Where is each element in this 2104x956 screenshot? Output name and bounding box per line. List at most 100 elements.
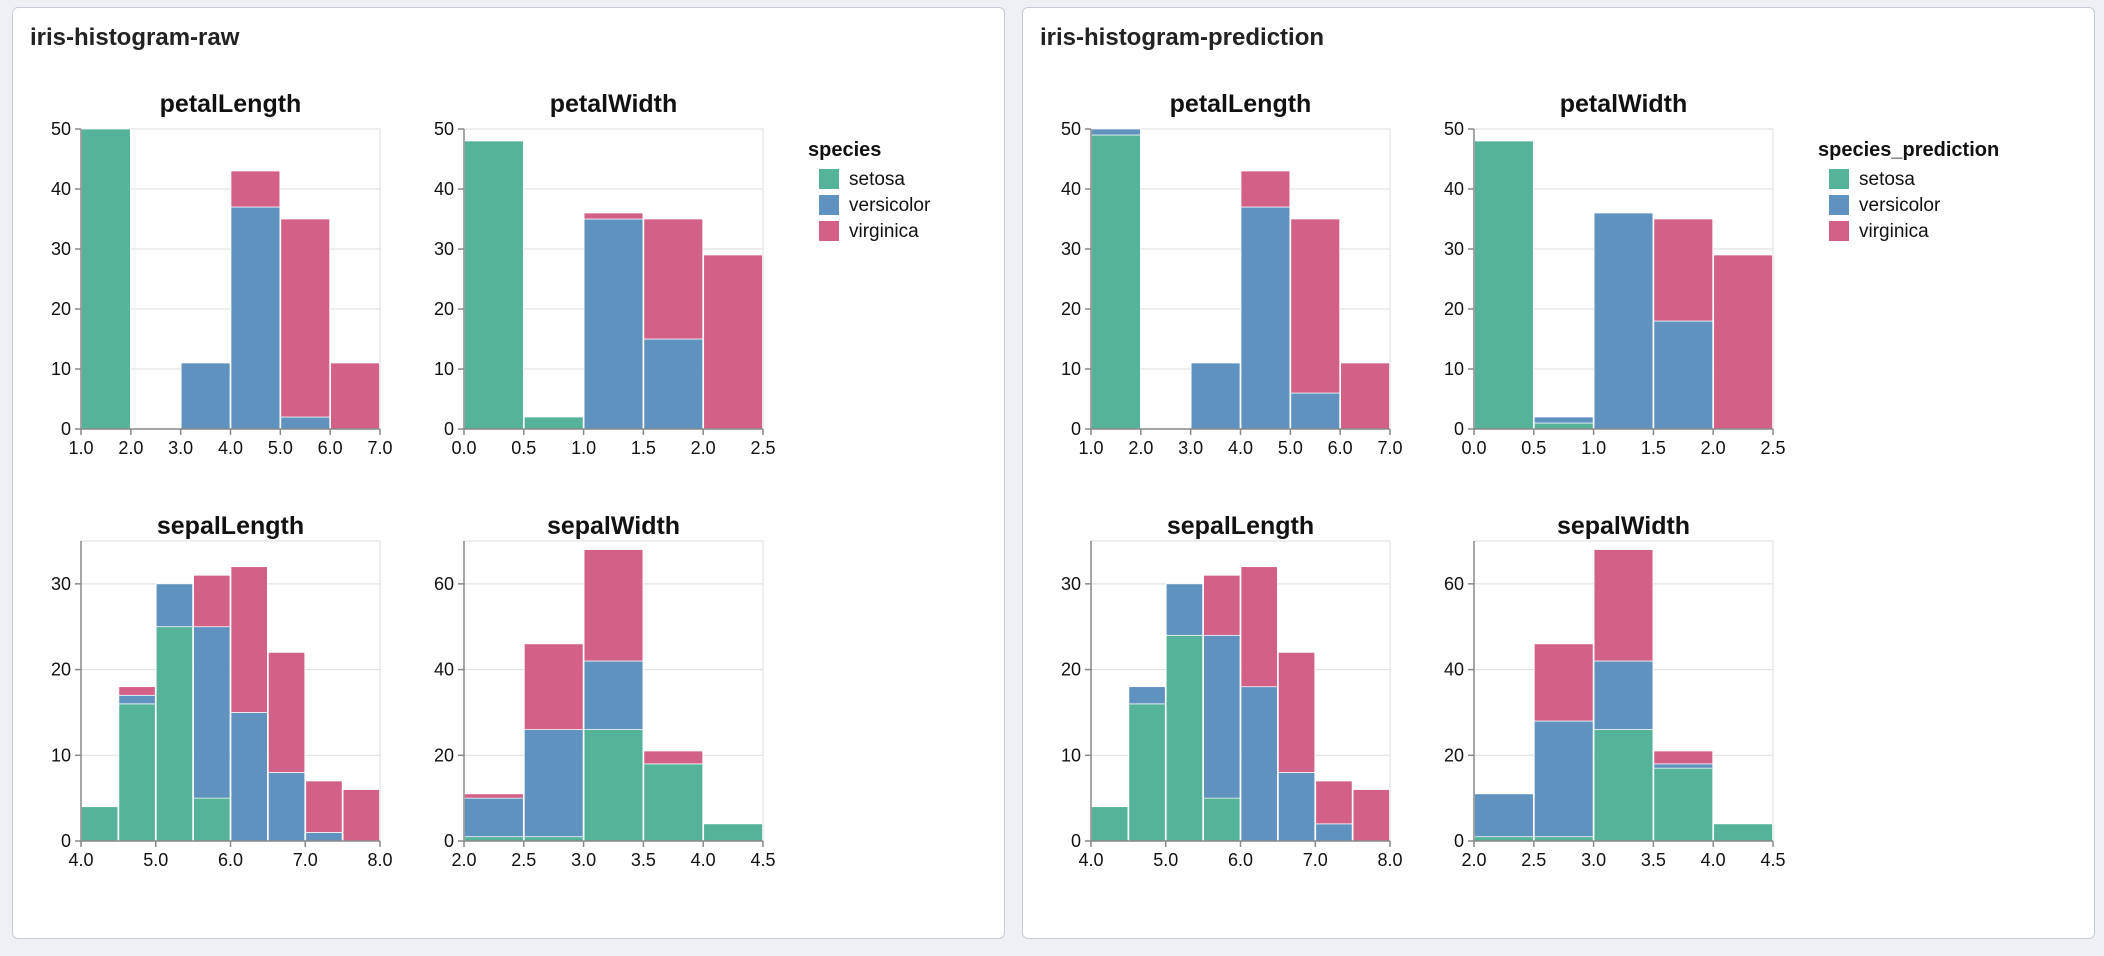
y-tick-label: 30 [51, 239, 71, 259]
x-tick-label: 4.0 [218, 438, 243, 458]
bar-setosa [1165, 634, 1203, 842]
bar-virginica [1240, 170, 1291, 208]
y-tick-label: 30 [1061, 574, 1081, 594]
chart-title: petalLength [1170, 90, 1312, 118]
bar-versicolor [583, 218, 644, 430]
x-tick-label: 2.5 [1760, 438, 1785, 458]
x-tick-label: 2.0 [1701, 438, 1726, 458]
y-tick-label: 40 [1061, 179, 1081, 199]
legend-swatch-versicolor [1829, 195, 1849, 215]
bar-setosa [1713, 823, 1773, 842]
bar-virginica [342, 789, 380, 842]
x-tick-label: 2.0 [691, 438, 716, 458]
bar-virginica [268, 652, 306, 773]
y-tick-label: 0 [61, 419, 71, 439]
chart-sepalWidth: sepalWidth 0 20 40 60 2.0 2.5 3.0 3.5 4.0 4.5 [434, 512, 776, 870]
x-tick-label: 3.0 [571, 850, 596, 870]
y-tick-label: 20 [1444, 299, 1464, 319]
x-tick-label: 3.0 [168, 438, 193, 458]
y-tick-label: 60 [1444, 574, 1464, 594]
y-tick-label: 50 [1444, 119, 1464, 139]
x-tick-label: 1.0 [68, 438, 93, 458]
y-tick-label: 0 [444, 419, 454, 439]
y-tick-label: 20 [51, 299, 71, 319]
y-tick-label: 40 [1444, 660, 1464, 680]
y-tick-label: 50 [1061, 119, 1081, 139]
x-tick-label: 4.0 [68, 850, 93, 870]
bar-versicolor [1533, 720, 1594, 838]
y-tick-label: 0 [1071, 831, 1081, 851]
x-tick-label: 1.5 [631, 438, 656, 458]
bar-versicolor [464, 797, 524, 838]
bar-setosa [81, 128, 131, 430]
x-tick-label: 7.0 [293, 850, 318, 870]
y-tick-label: 20 [434, 299, 454, 319]
legend-swatch-virginica [1829, 221, 1849, 241]
bar-virginica [1278, 652, 1316, 773]
chart-petalWidth: petalWidth 0 10 20 30 40 50 0.0 0.5 1.0 1.5 2.0 2.5 [1444, 90, 1786, 458]
bar-virginica [280, 218, 331, 418]
x-tick-label: 0.0 [1461, 438, 1486, 458]
bar-versicolor [523, 729, 584, 838]
chart-petalLength: petalLength 0 10 20 30 40 50 1.0 2.0 3.0 4.0 5.0 6.0… [51, 90, 393, 458]
chart-title: petalWidth [550, 90, 678, 118]
bar-setosa [1203, 797, 1241, 842]
y-tick-label: 20 [1444, 745, 1464, 765]
legend-swatch-setosa [1829, 169, 1849, 189]
x-tick-label: 5.0 [1278, 438, 1303, 458]
chart-sepalWidth: sepalWidth 0 20 40 60 2.0 2.5 3.0 3.5 4.0 4.5 [1444, 512, 1786, 870]
x-tick-label: 3.0 [1581, 850, 1606, 870]
bar-versicolor [1091, 128, 1141, 136]
x-tick-label: 2.5 [750, 438, 775, 458]
chart-title: sepalLength [157, 512, 304, 540]
bar-virginica [703, 254, 763, 430]
y-tick-label: 0 [1071, 419, 1081, 439]
bar-setosa [118, 703, 156, 842]
x-tick-label: 0.5 [511, 438, 536, 458]
x-tick-label: 1.0 [571, 438, 596, 458]
y-tick-label: 50 [434, 119, 454, 139]
bar-setosa [193, 797, 231, 842]
bar-virginica [193, 574, 231, 628]
bar-versicolor [1165, 583, 1203, 636]
x-tick-label: 4.5 [750, 850, 775, 870]
bar-versicolor [1240, 206, 1291, 430]
bar-setosa [1593, 729, 1654, 842]
bar-virginica [1203, 574, 1241, 636]
x-tick-label: 3.5 [631, 850, 656, 870]
x-tick-label: 3.5 [1641, 850, 1666, 870]
bar-virginica [523, 643, 584, 730]
bar-setosa [81, 806, 119, 842]
bar-versicolor [1315, 823, 1353, 842]
legend-swatch-setosa [819, 169, 839, 189]
x-tick-label: 8.0 [1377, 850, 1402, 870]
x-tick-label: 3.0 [1178, 438, 1203, 458]
bar-versicolor [1474, 793, 1534, 838]
y-tick-label: 40 [434, 660, 454, 680]
bar-versicolor [193, 626, 231, 799]
y-tick-label: 20 [51, 660, 71, 680]
y-tick-label: 0 [61, 831, 71, 851]
bar-virginica [230, 170, 281, 208]
chart-title: sepalWidth [547, 512, 680, 540]
bar-setosa [1128, 703, 1166, 842]
x-tick-label: 1.5 [1641, 438, 1666, 458]
y-tick-label: 10 [1061, 359, 1081, 379]
x-tick-label: 8.0 [367, 850, 392, 870]
y-tick-label: 10 [434, 359, 454, 379]
bar-virginica [1290, 218, 1341, 394]
x-tick-label: 4.0 [1701, 850, 1726, 870]
bar-virginica [305, 780, 343, 833]
legend-title: species [808, 139, 881, 161]
y-tick-label: 40 [1444, 179, 1464, 199]
bar-versicolor [230, 712, 268, 842]
bar-setosa [703, 823, 763, 842]
bar-virginica [1653, 218, 1714, 322]
bar-setosa [1091, 134, 1141, 430]
y-tick-label: 10 [51, 745, 71, 765]
bar-virginica [583, 549, 644, 662]
x-tick-label: 7.0 [1377, 438, 1402, 458]
x-tick-label: 0.0 [451, 438, 476, 458]
y-tick-label: 10 [51, 359, 71, 379]
